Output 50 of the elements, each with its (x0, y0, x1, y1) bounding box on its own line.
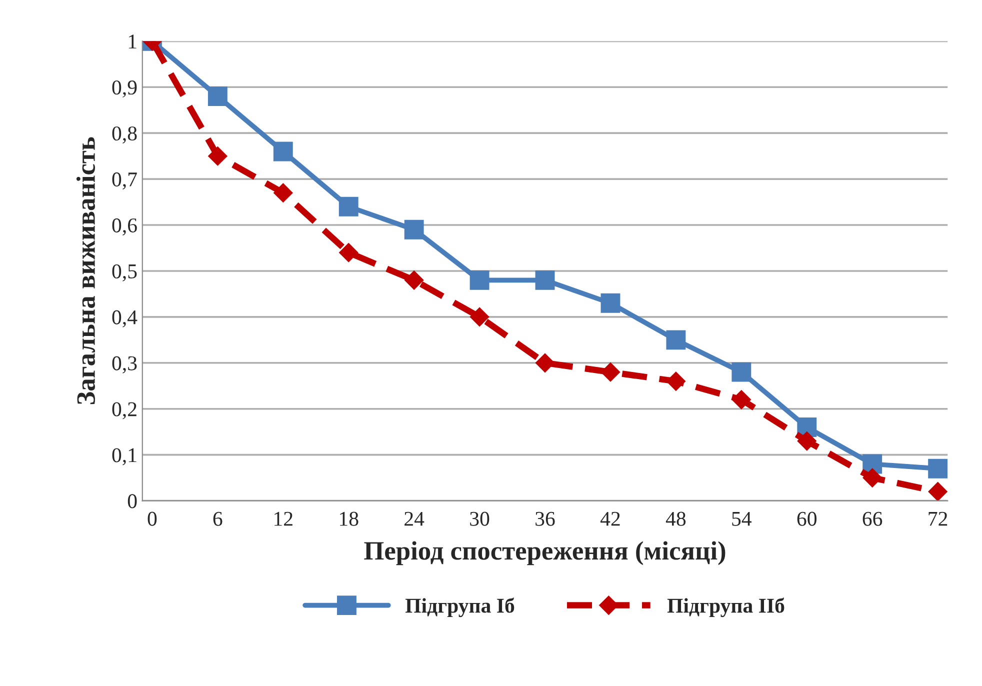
point (928, 458, 948, 478)
x-tick-label: 24 (404, 512, 424, 526)
point (470, 307, 490, 327)
point (208, 86, 228, 106)
point (666, 330, 686, 350)
x-tick-label: 12 (274, 512, 292, 526)
y-tick-label: 0,5 (112, 264, 137, 282)
point (208, 146, 228, 166)
y-tick-label: 0,4 (112, 310, 138, 328)
point (338, 196, 358, 216)
y-tick-label: 0,3 (112, 356, 137, 374)
point (470, 270, 490, 290)
point (273, 142, 293, 162)
x-tick-label: 0 (148, 512, 157, 526)
y-tick-label: 0,9 (112, 80, 137, 98)
y-tick-label: 0,1 (112, 448, 136, 466)
x-tick-label: 48 (666, 512, 686, 526)
legend-label: Підгрупа Іб (405, 598, 514, 618)
point (928, 482, 948, 501)
y-tick-label: 0,8 (112, 126, 137, 144)
y-tick-label: 0,2 (112, 402, 136, 420)
x-tick-label: 30 (470, 512, 490, 526)
y-tick-label: 0,7 (112, 172, 137, 190)
point (404, 270, 424, 290)
y-tick-label: 0 (128, 494, 137, 508)
y-tick-label: 1 (128, 34, 136, 48)
x-tick-label: 18 (340, 512, 358, 526)
x-axis-title: Період спостереження (місяці) (364, 541, 726, 566)
point (732, 362, 752, 382)
x-tick-label: 72 (928, 512, 948, 526)
x-tick-label: 36 (536, 512, 555, 526)
point (338, 242, 358, 262)
point (862, 468, 882, 488)
point (535, 353, 555, 373)
x-tick-label: 66 (862, 512, 882, 526)
x-tick-label: 60 (797, 512, 816, 526)
point (404, 220, 424, 240)
point (666, 371, 686, 392)
point (600, 293, 620, 313)
point (732, 390, 752, 410)
point (535, 270, 555, 290)
x-tick-label: 42 (600, 512, 620, 526)
legend-label: Підгрупа ІІб (667, 598, 784, 618)
point (273, 183, 293, 203)
x-tick-label: 54 (732, 512, 752, 526)
y-tick-label: 0,6 (112, 218, 137, 236)
x-tick-label: 6 (213, 512, 222, 526)
y-axis-title: Загальна виживаність (76, 137, 96, 404)
point (797, 431, 817, 451)
point (600, 362, 620, 382)
